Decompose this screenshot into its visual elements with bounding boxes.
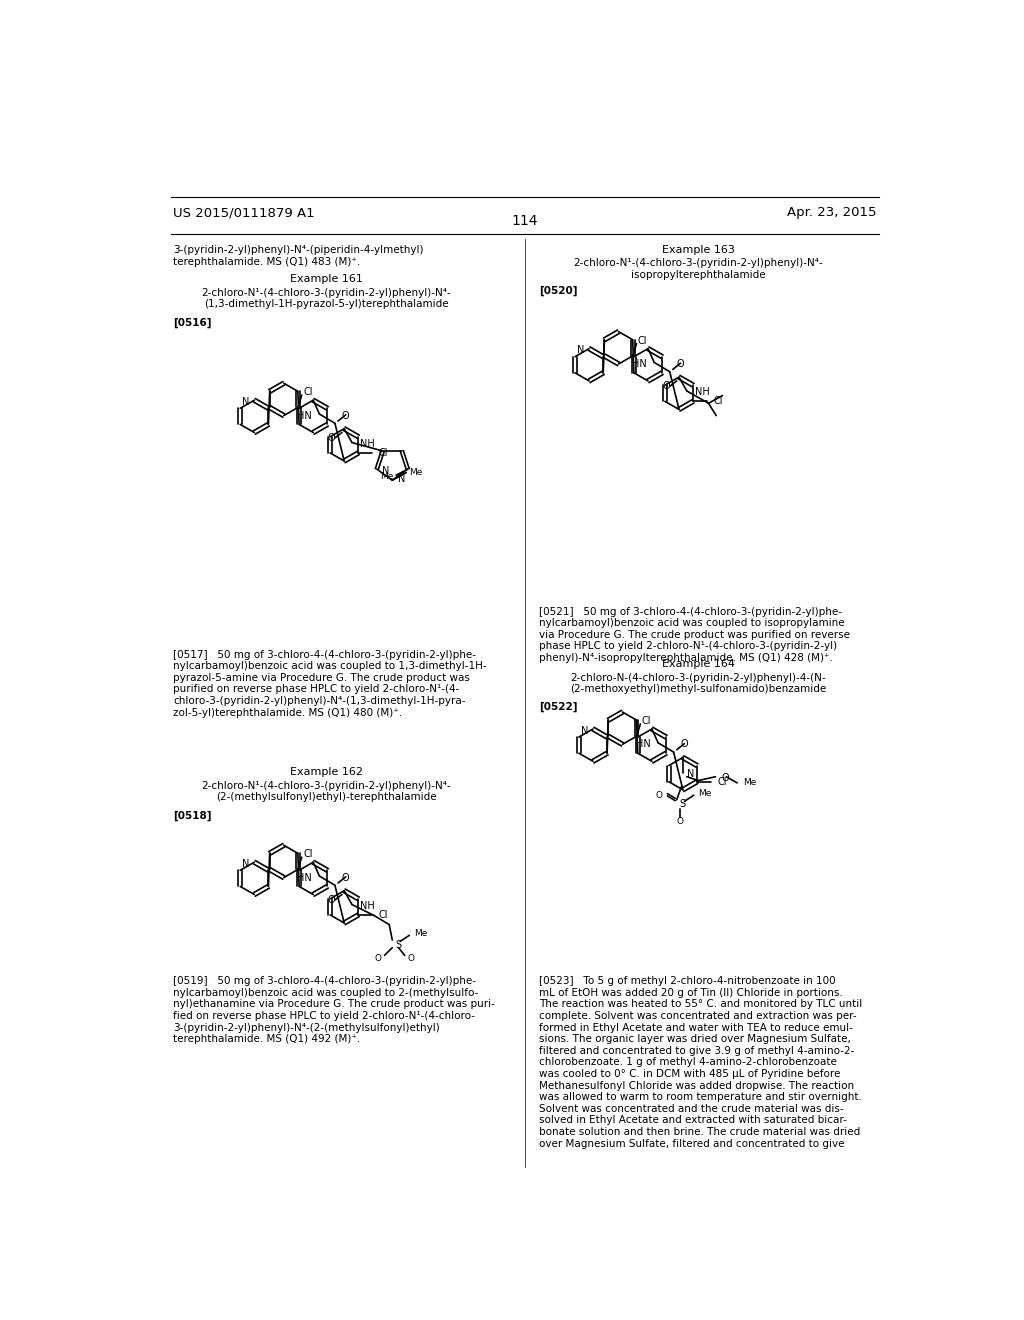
Text: O: O <box>681 739 688 750</box>
Text: Example 162: Example 162 <box>290 767 362 776</box>
Text: HN: HN <box>297 411 311 421</box>
Text: N: N <box>397 474 406 483</box>
Text: NH: NH <box>359 440 375 449</box>
Text: Me: Me <box>410 469 423 477</box>
Text: N: N <box>243 397 250 407</box>
Text: N: N <box>243 859 250 869</box>
Text: 2-chloro-N¹-(4-chloro-3-(pyridin-2-yl)phenyl)-N⁴-
(2-(methylsulfonyl)ethyl)-tere: 2-chloro-N¹-(4-chloro-3-(pyridin-2-yl)ph… <box>202 780 452 803</box>
Text: Apr. 23, 2015: Apr. 23, 2015 <box>787 206 877 219</box>
Text: [0517]   50 mg of 3-chloro-4-(4-chloro-3-(pyridin-2-yl)phe-
nylcarbamoyl)benzoic: [0517] 50 mg of 3-chloro-4-(4-chloro-3-(… <box>173 649 486 718</box>
Text: Cl: Cl <box>379 909 388 920</box>
Text: O: O <box>375 954 381 962</box>
Text: [0521]   50 mg of 3-chloro-4-(4-chloro-3-(pyridin-2-yl)phe-
nylcarbamoyl)benzoic: [0521] 50 mg of 3-chloro-4-(4-chloro-3-(… <box>539 607 850 663</box>
Text: O: O <box>408 954 415 962</box>
Text: Cl: Cl <box>717 776 727 787</box>
Text: O: O <box>655 791 663 800</box>
Text: N: N <box>382 466 389 475</box>
Text: NH: NH <box>694 388 710 397</box>
Text: Cl: Cl <box>714 396 723 407</box>
Text: Me: Me <box>743 779 757 787</box>
Text: Cl: Cl <box>303 849 312 859</box>
Text: Cl: Cl <box>638 335 647 346</box>
Text: O: O <box>328 895 335 906</box>
Text: HN: HN <box>632 359 646 370</box>
Text: [0516]: [0516] <box>173 318 211 329</box>
Text: [0519]   50 mg of 3-chloro-4-(4-chloro-3-(pyridin-2-yl)phe-
nylcarbamoyl)benzoic: [0519] 50 mg of 3-chloro-4-(4-chloro-3-(… <box>173 977 495 1044</box>
Text: S: S <box>680 799 686 809</box>
Text: Example 163: Example 163 <box>662 246 735 255</box>
Text: N: N <box>687 770 694 779</box>
Text: 3-(pyridin-2-yl)phenyl)-N⁴-(piperidin-4-ylmethyl)
terephthalamide. MS (Q1) 483 (: 3-(pyridin-2-yl)phenyl)-N⁴-(piperidin-4-… <box>173 246 424 267</box>
Text: N: N <box>581 726 589 735</box>
Text: O: O <box>677 359 684 370</box>
Text: O: O <box>722 774 729 783</box>
Text: O: O <box>328 433 335 444</box>
Text: Cl: Cl <box>303 387 312 397</box>
Text: Cl: Cl <box>379 447 388 458</box>
Text: 2-chloro-N¹-(4-chloro-3-(pyridin-2-yl)phenyl)-N⁴-
(1,3-dimethyl-1H-pyrazol-5-yl): 2-chloro-N¹-(4-chloro-3-(pyridin-2-yl)ph… <box>202 288 452 309</box>
Text: Me: Me <box>414 929 427 939</box>
Text: 114: 114 <box>512 214 538 228</box>
Text: Example 161: Example 161 <box>290 275 362 284</box>
Text: [0522]: [0522] <box>539 701 578 711</box>
Text: US 2015/0111879 A1: US 2015/0111879 A1 <box>173 206 314 219</box>
Text: O: O <box>342 411 349 421</box>
Text: 2-chloro-N-(4-chloro-3-(pyridin-2-yl)phenyl)-4-(N-
(2-methoxyethyl)methyl-sulfon: 2-chloro-N-(4-chloro-3-(pyridin-2-yl)phe… <box>570 673 826 694</box>
Text: O: O <box>663 381 670 391</box>
Text: Me: Me <box>698 789 712 799</box>
Text: Example 164: Example 164 <box>662 659 735 669</box>
Text: Cl: Cl <box>642 715 651 726</box>
Text: O: O <box>342 873 349 883</box>
Text: HN: HN <box>636 739 650 750</box>
Text: Me: Me <box>380 473 393 482</box>
Text: O: O <box>676 817 683 826</box>
Text: NH: NH <box>359 902 375 911</box>
Text: HN: HN <box>297 873 311 883</box>
Text: [0518]: [0518] <box>173 810 211 821</box>
Text: S: S <box>395 940 401 949</box>
Text: 2-chloro-N¹-(4-chloro-3-(pyridin-2-yl)phenyl)-N⁴-
isopropylterephthalamide: 2-chloro-N¹-(4-chloro-3-(pyridin-2-yl)ph… <box>573 259 823 280</box>
Text: N: N <box>578 345 585 355</box>
Text: [0523]   To 5 g of methyl 2-chloro-4-nitrobenzoate in 100
mL of EtOH was added 2: [0523] To 5 g of methyl 2-chloro-4-nitro… <box>539 977 862 1148</box>
Text: [0520]: [0520] <box>539 285 578 296</box>
